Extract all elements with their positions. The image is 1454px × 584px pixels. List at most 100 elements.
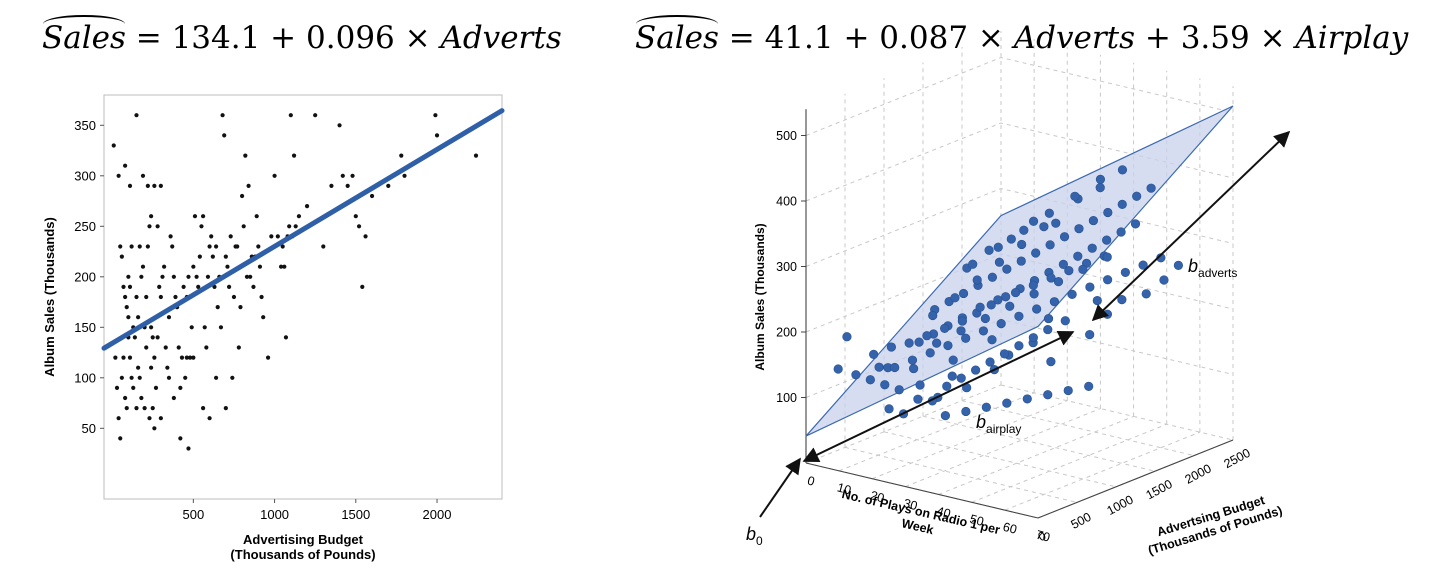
data-point [145, 183, 150, 188]
data-point [291, 153, 297, 158]
data-point-3d [1095, 183, 1105, 193]
b-airplay-label: bairplay [976, 412, 1021, 436]
data-point-3d [1028, 338, 1038, 348]
data-point-3d [928, 310, 938, 321]
data-point-3d [1010, 287, 1021, 298]
data-point [124, 406, 129, 411]
data-point [254, 214, 259, 219]
plus-sign: + [260, 20, 307, 56]
data-point-3d [1120, 267, 1130, 278]
data-point-3d [962, 383, 972, 393]
b0-label: b0 [746, 524, 763, 548]
radio-plays-tick-label: 60 [1001, 520, 1018, 537]
data-point-3d [1156, 253, 1166, 263]
data-point-3d [978, 326, 989, 336]
b0-arrow [759, 457, 801, 518]
data-point-3d [1045, 240, 1055, 250]
data-point [238, 305, 243, 310]
data-point [178, 436, 183, 441]
data-point [433, 113, 438, 118]
data-point-3d [942, 381, 952, 391]
data-point [121, 355, 126, 360]
data-point-3d [927, 396, 937, 406]
data-point-3d [944, 296, 954, 307]
equation-simple: Sales = 134.1 + 0.096 × Adverts [42, 15, 562, 56]
data-point [285, 234, 290, 239]
data-point-3d [996, 319, 1006, 329]
data-point [149, 325, 154, 330]
data-point [236, 345, 241, 350]
data-point-3d [1073, 251, 1083, 261]
y-tick-label: 250 [74, 219, 96, 234]
data-point [223, 254, 228, 259]
data-point [222, 133, 227, 138]
data-point [246, 183, 251, 188]
advertising-tick-label: 2500 [1222, 446, 1253, 471]
z-tick-label: 500 [776, 129, 797, 143]
data-point-3d [981, 402, 991, 412]
data-point-3d [915, 380, 925, 390]
data-point [228, 234, 233, 239]
data-point-3d [933, 392, 943, 402]
radio-plays-tick-label: 30 [902, 496, 919, 513]
data-point [207, 416, 212, 421]
b-airplay-arrow [802, 331, 1075, 462]
data-point-3d [833, 364, 843, 374]
data-point [152, 183, 157, 188]
data-point-3d [1146, 183, 1156, 193]
data-point [272, 173, 277, 178]
y-tick-label: 200 [74, 269, 96, 284]
data-point-3d [961, 333, 971, 343]
data-point [223, 406, 228, 411]
data-point-3d [886, 342, 897, 352]
adverts-variable: Adverts [1013, 20, 1136, 56]
data-point [165, 365, 170, 370]
intercept-value: 134.1 [171, 20, 261, 56]
data-point [175, 305, 180, 310]
grid-line [805, 253, 1234, 333]
data-point-3d [890, 362, 900, 373]
plus-sign: + [1135, 20, 1181, 56]
data-point-3d [984, 245, 994, 255]
data-point [402, 173, 407, 178]
data-point [230, 375, 235, 380]
data-point [205, 274, 211, 279]
data-point [256, 244, 261, 249]
data-point [150, 335, 155, 340]
data-point [123, 395, 128, 401]
data-point [162, 264, 167, 269]
data-point-3d [909, 363, 919, 374]
data-point-3d [1002, 264, 1012, 274]
data-point-3d [922, 331, 932, 341]
grid-line [971, 423, 1167, 503]
data-point-3d [842, 332, 852, 342]
data-point [226, 284, 232, 289]
data-point-3d [975, 302, 985, 312]
coefficient-arrows [759, 130, 1291, 518]
data-point-3d [1084, 381, 1094, 391]
data-point-3d [1044, 208, 1054, 218]
advertising-axis-label: Advertsing Budget(Thousands of Pounds) [1142, 489, 1284, 558]
data-point [134, 113, 139, 118]
adverts-coefficient: 0.096 [306, 20, 395, 56]
data-point [152, 426, 157, 431]
data-point [200, 214, 206, 219]
data-point [278, 264, 284, 269]
data-point-3d [972, 275, 982, 285]
data-point [160, 274, 165, 279]
data-point [118, 244, 123, 249]
data-point [265, 355, 271, 360]
data-point [116, 416, 121, 421]
data-point [157, 284, 162, 289]
advertising-tick-label: 500 [1069, 510, 1094, 532]
advertising-axis-ticks: 0 500 1000 1500 2000 2500 [1036, 446, 1253, 545]
data-point [249, 254, 254, 259]
data-point [189, 325, 194, 330]
b-adverts-arrow [1091, 130, 1291, 322]
data-point [209, 234, 214, 239]
data-point [225, 264, 230, 269]
data-point-3d [1051, 218, 1061, 228]
data-point [321, 244, 326, 249]
data-point [126, 315, 131, 320]
